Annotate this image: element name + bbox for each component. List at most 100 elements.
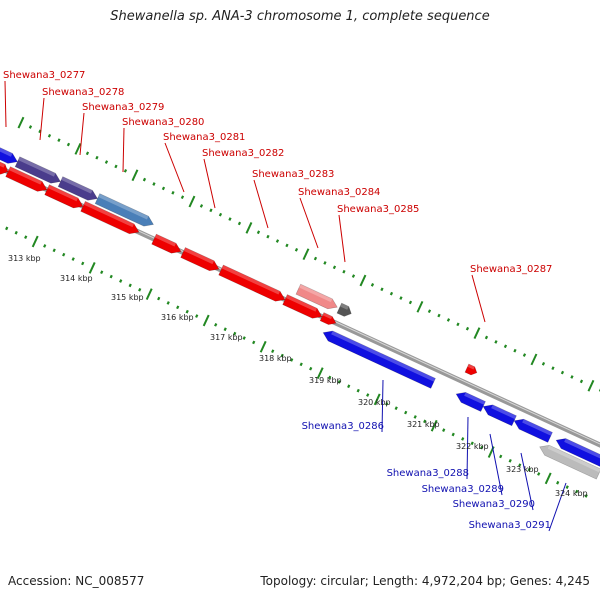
tick-mark-upper bbox=[74, 143, 82, 155]
tick-mark-upper bbox=[579, 379, 584, 384]
gene-forward-0281-shine bbox=[83, 201, 135, 228]
gene-forward-0277a bbox=[14, 156, 61, 184]
gene-forward-0277a-shape bbox=[14, 156, 61, 184]
tick-mark-upper bbox=[152, 182, 156, 186]
tick-mark-upper bbox=[416, 300, 424, 313]
label-shewana3-0284: Shewana3_0284 bbox=[298, 187, 380, 198]
tick-mark-lower bbox=[385, 401, 389, 406]
tick-mark-lower bbox=[337, 380, 341, 384]
tick-mark-lower bbox=[138, 287, 142, 292]
tick-mark-lower bbox=[145, 288, 153, 301]
gene-forward-0278-shape bbox=[94, 193, 154, 227]
tick-mark-lower bbox=[316, 367, 324, 379]
label-shewana3-0280-leader bbox=[122, 127, 125, 173]
gene-forward-0285 bbox=[282, 294, 323, 319]
tick-mark-lower bbox=[575, 489, 579, 494]
tick-mark-upper bbox=[38, 129, 42, 134]
gene-reverse-0288-shine bbox=[464, 392, 486, 405]
label-shewana3-0283: Shewana3_0283 bbox=[252, 169, 334, 180]
tick-mark-lower bbox=[259, 340, 267, 353]
tick-mark-upper bbox=[313, 256, 318, 261]
label-shewana3-0283-leader bbox=[253, 179, 269, 229]
label-shewana3-0285-leader bbox=[338, 214, 346, 263]
label-shewana3-0291-leader bbox=[548, 482, 567, 532]
accession-text: Accession: NC_008577 bbox=[8, 574, 145, 588]
tick-mark-upper bbox=[437, 313, 441, 318]
tick-mark-upper bbox=[513, 348, 517, 353]
kbp-label: 313 kbp bbox=[8, 254, 41, 263]
label-leader-lines bbox=[4, 80, 567, 532]
gene-forward-0279-shine bbox=[8, 166, 43, 185]
tick-mark-lower bbox=[62, 252, 66, 257]
tick-mark-upper bbox=[408, 300, 413, 305]
kbp-label: 316 kbp bbox=[161, 313, 194, 322]
gene-forward-0277b-shape bbox=[57, 176, 98, 201]
gene-forward-0283 bbox=[180, 247, 220, 272]
tick-mark-upper bbox=[446, 318, 451, 322]
label-shewana3-0287: Shewana3_0287 bbox=[470, 264, 552, 275]
gene-forward-0287 bbox=[464, 363, 478, 376]
label-shewana3-0279-leader bbox=[79, 112, 85, 156]
gene-forward-0281-shape bbox=[80, 200, 140, 235]
gene-forward-0283-shape bbox=[180, 247, 220, 272]
gene-forward-0277b-shine bbox=[61, 176, 93, 194]
tick-mark-upper bbox=[465, 326, 470, 331]
tick-mark-upper bbox=[399, 296, 403, 300]
kbp-label: 320 kbp bbox=[358, 398, 391, 407]
label-shewana3-0289: Shewana3_0289 bbox=[422, 484, 504, 495]
gene-forward-0284 bbox=[218, 264, 286, 302]
tick-mark-upper bbox=[95, 155, 99, 160]
label-shewana3-0280: Shewana3_0280 bbox=[122, 117, 204, 128]
tick-mark-upper bbox=[142, 177, 147, 182]
tick-mark-upper bbox=[171, 190, 175, 195]
kbp-label: 322 kbp bbox=[456, 442, 489, 451]
label-shewana3-0288-leader bbox=[466, 416, 469, 480]
tick-mark-upper bbox=[473, 327, 481, 339]
label-shewana3-0277: Shewana3_0277 bbox=[3, 70, 85, 81]
tick-mark-lower bbox=[356, 388, 360, 393]
tick-mark-upper bbox=[85, 151, 90, 156]
gene-forward-0284-shape bbox=[218, 264, 286, 302]
tick-mark-lower bbox=[81, 261, 85, 266]
tick-mark-lower bbox=[202, 314, 210, 327]
tick-mark-lower bbox=[347, 384, 351, 389]
gene-forward-0285b-shape bbox=[319, 312, 337, 325]
kbp-label: 324 kbp bbox=[555, 489, 588, 498]
gene-forward-0285b-shine bbox=[322, 312, 333, 320]
gene-reverse-0288-shape bbox=[455, 392, 486, 412]
gene-forward-0285-pseudo-shine bbox=[340, 303, 349, 310]
tick-mark-lower bbox=[185, 309, 189, 314]
tick-mark-upper bbox=[266, 234, 270, 239]
gene-forward-0279a-shape bbox=[0, 160, 9, 175]
gene-forward-0280-shape bbox=[44, 184, 84, 209]
tick-mark-upper bbox=[380, 287, 384, 292]
tick-mark-lower bbox=[157, 296, 161, 301]
tick-mark-upper bbox=[104, 160, 109, 164]
tick-mark-upper bbox=[228, 217, 232, 221]
tick-mark-upper bbox=[342, 269, 346, 274]
tick-mark-upper bbox=[332, 265, 337, 270]
tick-mark-upper bbox=[237, 221, 242, 226]
gene-forward-0280 bbox=[44, 184, 84, 209]
tick-mark-lower bbox=[166, 301, 170, 305]
gene-reverse-0291-shine bbox=[564, 438, 600, 461]
tick-marks bbox=[5, 116, 600, 498]
tick-mark-upper bbox=[302, 248, 310, 261]
label-shewana3-0291: Shewana3_0291 bbox=[469, 520, 551, 531]
gene-forward-0281 bbox=[80, 200, 140, 235]
tick-mark-upper bbox=[245, 221, 253, 234]
tick-mark-upper bbox=[370, 283, 375, 287]
tick-mark-lower bbox=[404, 410, 408, 415]
label-shewana3-0277-leader bbox=[4, 80, 7, 128]
tick-mark-lower bbox=[242, 336, 246, 340]
tick-mark-lower bbox=[24, 235, 28, 239]
gene-reverse-pseudo-shine bbox=[547, 445, 600, 473]
tick-mark-upper bbox=[359, 274, 367, 287]
tick-mark-lower bbox=[5, 226, 9, 231]
label-shewana3-0281-leader bbox=[164, 142, 185, 193]
tick-mark-lower bbox=[584, 494, 588, 498]
tick-mark-upper bbox=[275, 239, 280, 243]
gene-forward-0276-shine bbox=[0, 146, 13, 157]
gene-reverse-pseudo bbox=[539, 444, 600, 480]
tick-mark-lower bbox=[423, 419, 427, 424]
